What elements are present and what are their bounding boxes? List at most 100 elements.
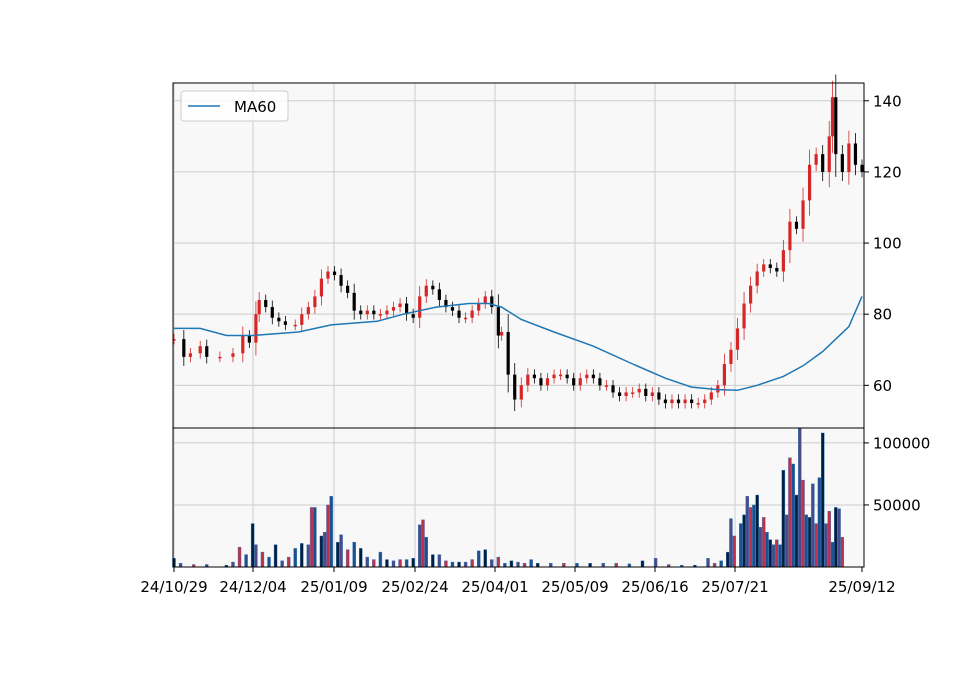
x-tick-label-2: 25/01/09 (300, 578, 367, 596)
volume-bar-21 (323, 532, 327, 568)
volume-bar-83 (765, 532, 769, 568)
volume-bar-12 (273, 544, 278, 568)
volume-bar-79 (752, 504, 756, 568)
candle-body-22 (339, 275, 343, 286)
candle-body-88 (768, 264, 772, 268)
volume-bar-23 (329, 496, 333, 568)
volume-bar-98 (814, 523, 818, 568)
volume-bar-84 (768, 539, 772, 568)
candle-body-78 (703, 399, 707, 404)
price-grid (173, 83, 864, 428)
candle-body-101 (847, 143, 851, 172)
volume-bar-87 (778, 544, 782, 568)
volume-bar-43 (450, 561, 455, 568)
volume-bar-64 (640, 560, 645, 568)
volume-bar-22 (326, 504, 330, 568)
volume-bar-13 (280, 560, 284, 568)
candle-body-50 (519, 385, 523, 400)
candle-body-52 (532, 374, 536, 379)
candle-body-51 (526, 374, 530, 386)
candle-body-70 (650, 392, 654, 396)
volume-bar-58 (562, 563, 566, 568)
volume-bar-36 (411, 558, 415, 568)
candle-body-91 (788, 221, 792, 251)
volume-bar-9 (254, 544, 258, 568)
x-tick-label-0: 24/10/29 (140, 578, 207, 596)
candle-body-58 (572, 378, 576, 386)
volume-bar-14 (286, 556, 291, 568)
candle-body-24 (352, 292, 356, 311)
volume-bar-56 (535, 563, 540, 568)
volume-bar-78 (748, 507, 753, 568)
volume-bar-5 (231, 561, 235, 568)
candle-body-10 (257, 299, 261, 315)
candle-body-53 (539, 378, 543, 386)
candle-body-37 (437, 289, 441, 300)
volume-bar-32 (385, 559, 389, 568)
volume-bar-17 (306, 544, 311, 568)
candle-body-75 (683, 399, 687, 404)
candle-body-30 (391, 307, 396, 311)
volume-bar-59 (575, 563, 579, 568)
volume-bar-62 (614, 563, 618, 568)
candle-body-12 (270, 307, 274, 318)
volume-bar-106 (840, 537, 845, 568)
candle-body-35 (424, 285, 428, 297)
candle-body-39 (450, 307, 455, 311)
volume-bar-91 (791, 463, 795, 568)
candle-body-19 (319, 278, 324, 297)
volume-bar-35 (404, 559, 409, 568)
candle-body-71 (657, 392, 661, 400)
volume-bar-19 (313, 507, 317, 568)
volume-bar-105 (837, 508, 841, 568)
volume-bar-80 (755, 494, 759, 568)
candle-body-48 (506, 331, 510, 375)
candle-body-102 (853, 143, 858, 165)
candle-body-61 (591, 374, 595, 379)
volume-bar-38 (421, 519, 425, 568)
candle-body-56 (558, 374, 563, 377)
candle-body-6 (231, 353, 235, 357)
volume-bar-18 (309, 507, 314, 568)
ma60-line (174, 296, 863, 392)
volume-bar-54 (522, 563, 527, 568)
volume-bar-95 (804, 514, 809, 568)
candle-body-54 (545, 378, 550, 386)
volume-bar-69 (706, 558, 710, 568)
candle-body-7 (241, 335, 245, 354)
volume-bar-82 (762, 517, 766, 568)
price-ytick-label-4: 140 (873, 92, 902, 110)
candle-body-28 (378, 314, 382, 316)
candle-body-32 (405, 303, 409, 315)
candle-body-98 (830, 97, 835, 137)
candle-body-44 (483, 296, 487, 304)
candle-body-63 (604, 385, 609, 387)
volume-bar-103 (830, 541, 835, 568)
candle-body-60 (585, 374, 589, 379)
candle-body-99 (834, 97, 838, 155)
x-tick-label-3: 25/02/24 (381, 578, 448, 596)
candle-body-95 (814, 154, 818, 165)
volume-bar-40 (431, 554, 435, 568)
price-ytick-label-0: 60 (873, 377, 892, 395)
candle-body-26 (365, 310, 369, 315)
volume-bar-8 (250, 523, 255, 568)
volume-bar-16 (300, 543, 304, 568)
price-panel: 60 80 100 120 140 (172, 74, 902, 429)
volume-bar-30 (372, 559, 376, 568)
candle-body-2 (188, 353, 192, 357)
volume-bar-94 (801, 479, 805, 568)
candle-body-59 (578, 378, 582, 386)
x-tick-label-1: 24/12/04 (219, 578, 286, 596)
candle-body-67 (631, 392, 635, 394)
price-y-axis: 60 80 100 120 140 (864, 92, 902, 395)
candle-body-46 (496, 307, 500, 336)
candle-body-79 (709, 392, 713, 400)
volume-bar-71 (719, 560, 723, 568)
volume-bar-81 (758, 527, 763, 568)
volume-bar-34 (398, 559, 402, 568)
volume-bar-7 (244, 554, 248, 568)
volume-bar-29 (365, 556, 369, 568)
candle-body-36 (431, 285, 435, 290)
